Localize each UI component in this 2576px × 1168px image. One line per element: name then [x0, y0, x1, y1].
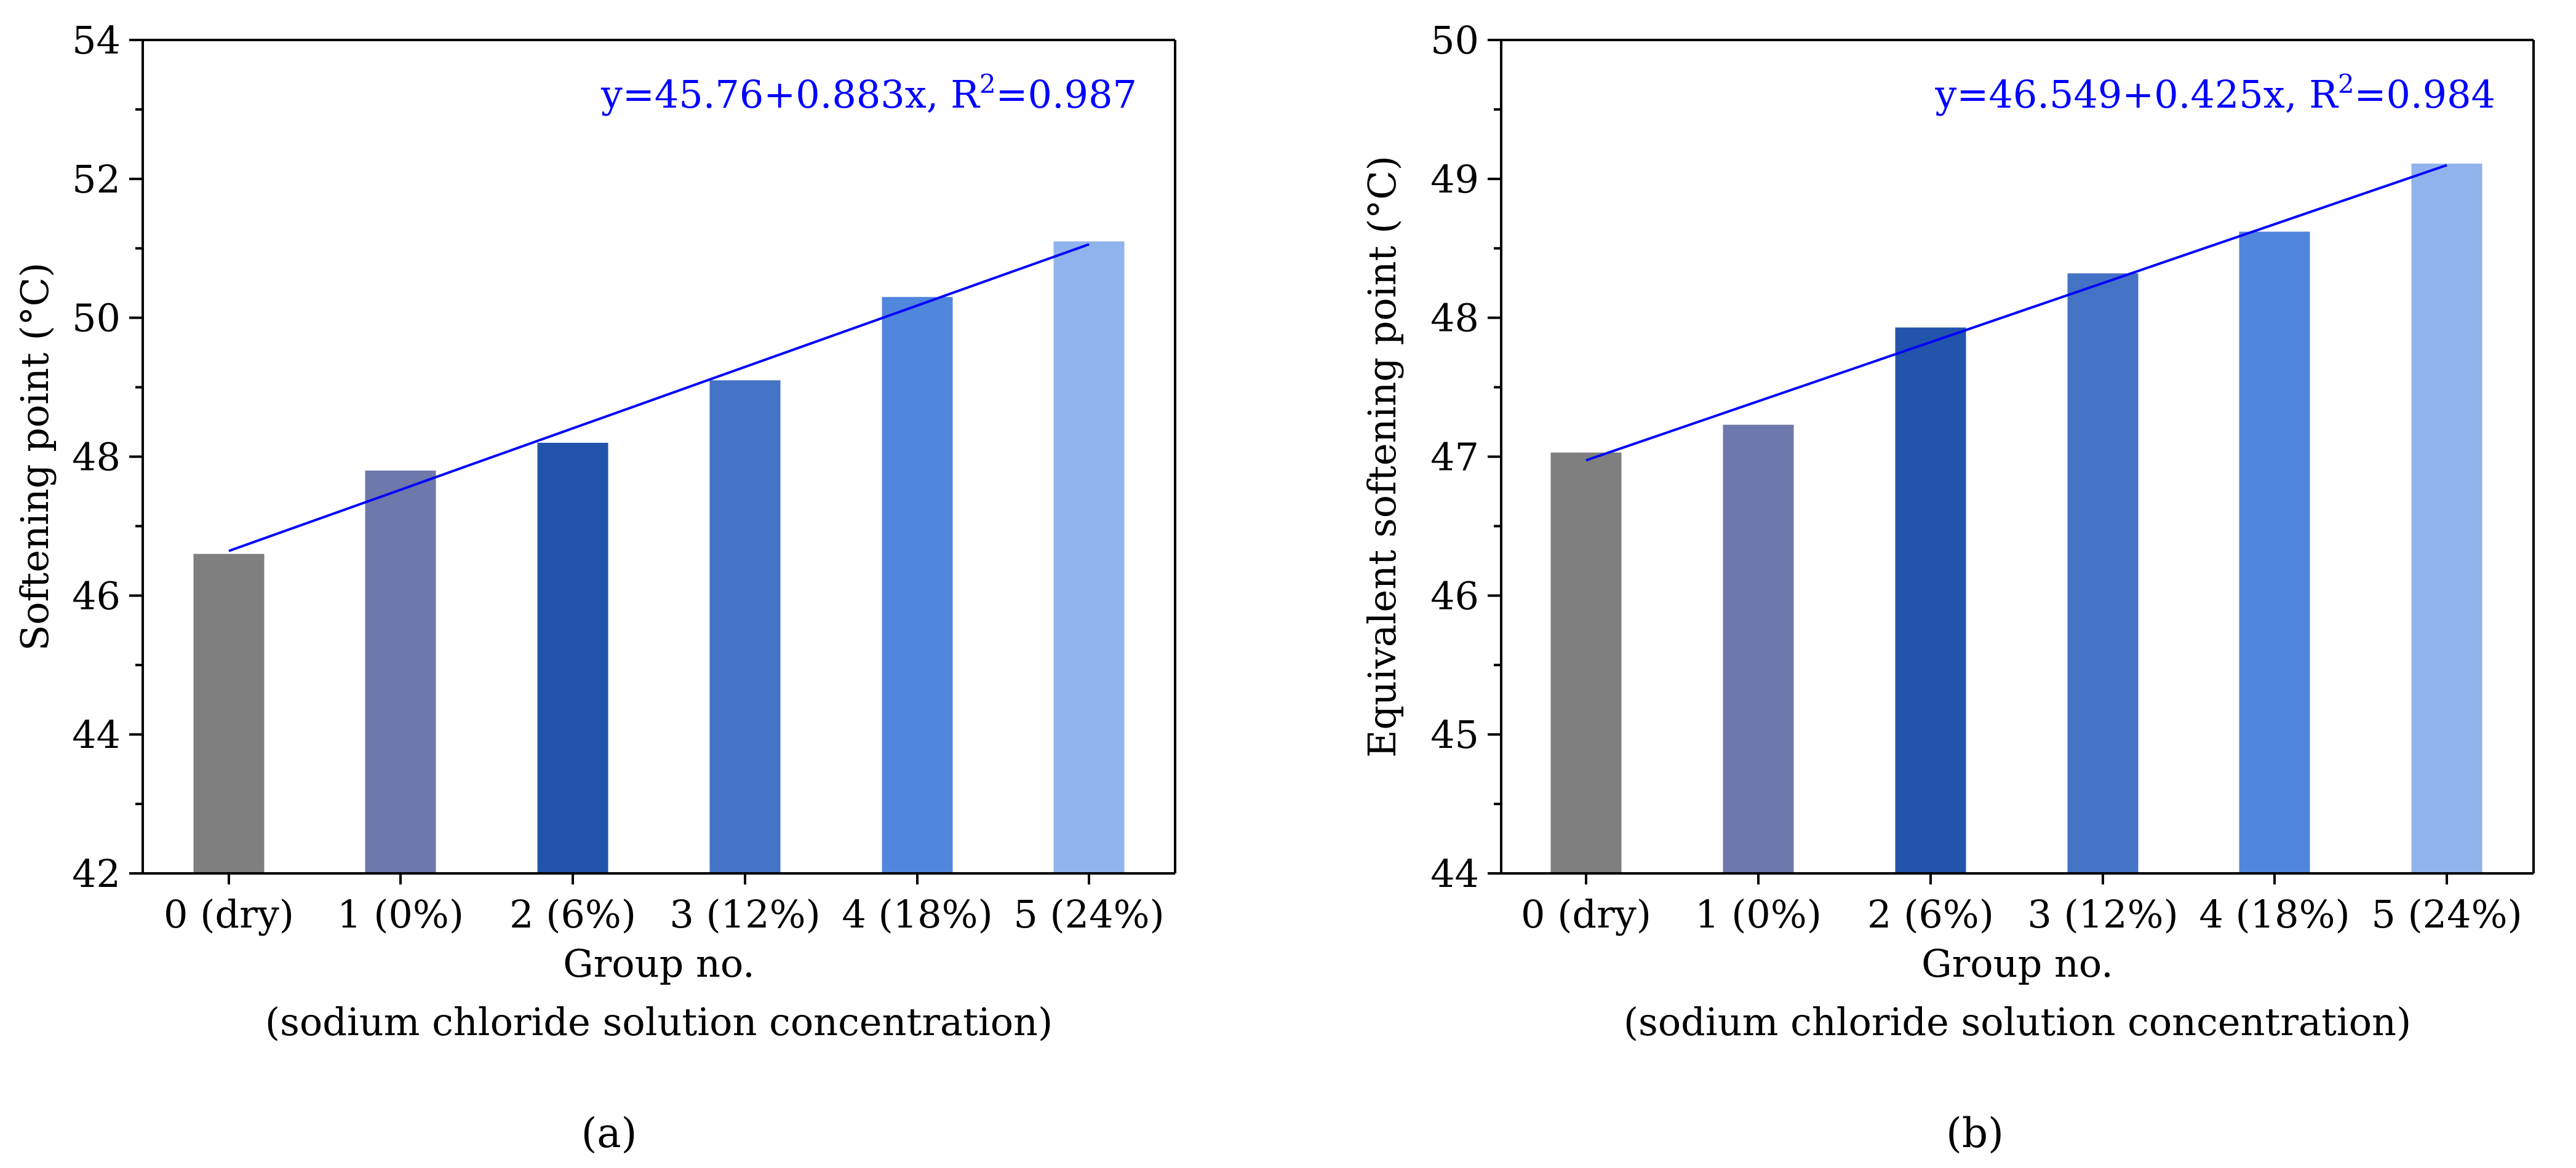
fit-equation: y=45.76+0.883x, R2=0.987: [600, 69, 1137, 117]
bar-0: [1550, 452, 1622, 873]
y-tick-label: 46: [1430, 573, 1479, 618]
x-axis-subtitle: (sodium chloride solution concentration): [265, 999, 1053, 1044]
x-tick-label: 3 (12%): [669, 892, 820, 937]
y-tick-label: 48: [72, 435, 121, 480]
fit-equation-suffix: =0.984: [2355, 72, 2495, 117]
fit-equation-sup: 2: [979, 69, 996, 99]
panel-label: (b): [1946, 1110, 2004, 1157]
y-tick-label: 49: [1430, 157, 1479, 202]
y-tick-label: 44: [72, 712, 121, 757]
fit-equation-suffix: =0.987: [996, 72, 1137, 117]
bar-2: [1895, 327, 1966, 873]
y-axis-title: Equivalent softening point (°C): [1360, 156, 1405, 758]
bar-5: [1053, 241, 1125, 873]
x-axis-title: Group no.: [1921, 941, 2113, 986]
bar-1: [1723, 424, 1794, 873]
chart-panel-b: 44 45 46 47 48 49 50 0 (dry) 1 (0%) 2 (6%) 3 (12%)…: [1360, 18, 2535, 1157]
bar-4: [882, 296, 953, 874]
x-tick-label: 3 (12%): [2027, 892, 2178, 937]
bar-4: [2239, 231, 2310, 873]
y-tick-label: 45: [1430, 712, 1479, 757]
y-tick-label: 42: [72, 851, 121, 896]
x-tick-label: 5 (24%): [1013, 892, 1164, 937]
x-axis-title: Group no.: [563, 941, 755, 986]
x-tick-label: 4 (18%): [842, 892, 992, 937]
y-tick-label: 44: [1430, 851, 1479, 896]
fit-line: [228, 243, 1090, 552]
x-tick-label: 0 (dry): [1521, 892, 1651, 937]
panel-label: (a): [581, 1110, 637, 1157]
x-tick-label: 4 (18%): [2199, 892, 2350, 937]
x-tick-label: 1 (0%): [337, 892, 464, 937]
fit-equation-prefix: y=46.549+0.425x, R: [1934, 72, 2339, 117]
bar-2: [537, 442, 608, 873]
bar-0: [193, 554, 265, 873]
x-tick-label: 2 (6%): [1867, 892, 1994, 937]
y-tick-label: 52: [72, 157, 121, 202]
x-tick-label: 0 (dry): [164, 892, 294, 937]
bar-3: [709, 380, 781, 873]
bar-3: [2067, 273, 2139, 873]
y-tick-label: 50: [72, 296, 121, 341]
fit-equation: y=46.549+0.425x, R2=0.984: [1934, 69, 2495, 117]
fit-equation-prefix: y=45.76+0.883x, R: [600, 72, 981, 117]
x-tick-label: 5 (24%): [2371, 892, 2522, 937]
bar-5: [2411, 163, 2482, 873]
x-tick-label: 1 (0%): [1695, 892, 1822, 937]
bar-1: [365, 471, 436, 873]
y-tick-label: 46: [72, 573, 121, 618]
fit-line: [1585, 164, 2447, 462]
x-axis-subtitle: (sodium chloride solution concentration): [1624, 999, 2411, 1044]
y-tick-label: 50: [1430, 18, 1479, 63]
y-tick-label: 47: [1430, 435, 1479, 480]
y-tick-label: 54: [72, 18, 121, 63]
y-axis-title: Softening point (°C): [12, 263, 57, 651]
fit-equation-sup: 2: [2338, 69, 2355, 99]
x-tick-label: 2 (6%): [509, 892, 636, 937]
chart-panel-a: 42 44 46 48 50 52 54 0 (dry) 1 (0%) 2 (6%) 3 (12%)…: [12, 18, 1176, 1157]
y-tick-label: 48: [1430, 296, 1479, 341]
